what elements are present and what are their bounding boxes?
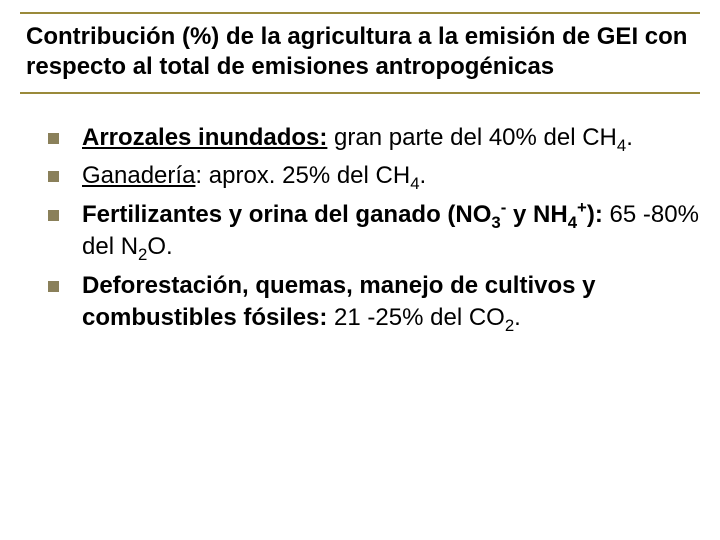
- slide-title: Contribución (%) de la agricultura a la …: [26, 22, 700, 82]
- list-item: Deforestación, quemas, manejo de cultivo…: [48, 270, 700, 335]
- bullet-list: Arrozales inundados: gran parte del 40% …: [48, 122, 700, 334]
- lead-part: y NH: [506, 201, 567, 228]
- list-item: Ganadería: aprox. 25% del CH4.: [48, 160, 700, 192]
- item-text: gran parte del 40% del CH: [327, 124, 617, 151]
- lead-part: ):: [587, 201, 603, 228]
- item-text-tail: .: [514, 304, 521, 331]
- lead-part: Fertilizantes y orina del ganado (NO: [82, 201, 491, 228]
- list-item: Arrozales inundados: gran parte del 40% …: [48, 122, 700, 154]
- subscript: 2: [138, 245, 147, 264]
- item-lead: Arrozales inundados:: [82, 124, 327, 151]
- list-item: Fertilizantes y orina del ganado (NO3- y…: [48, 199, 700, 264]
- subscript: 4: [410, 174, 419, 193]
- item-lead: Ganadería: [82, 162, 195, 189]
- subscript: 4: [568, 213, 577, 232]
- subscript: 2: [505, 316, 514, 335]
- subscript: 3: [491, 213, 500, 232]
- item-text: : aprox. 25% del CH: [195, 162, 410, 189]
- title-block: Contribución (%) de la agricultura a la …: [20, 12, 700, 94]
- content-area: Arrozales inundados: gran parte del 40% …: [20, 122, 700, 334]
- superscript: +: [577, 198, 587, 217]
- item-text-tail: O.: [147, 233, 172, 260]
- item-text-tail: .: [626, 124, 633, 151]
- item-text-tail: .: [420, 162, 427, 189]
- item-lead: Fertilizantes y orina del ganado (NO3- y…: [82, 201, 603, 228]
- subscript: 4: [617, 136, 626, 155]
- item-text: 21 -25% del CO: [327, 304, 504, 331]
